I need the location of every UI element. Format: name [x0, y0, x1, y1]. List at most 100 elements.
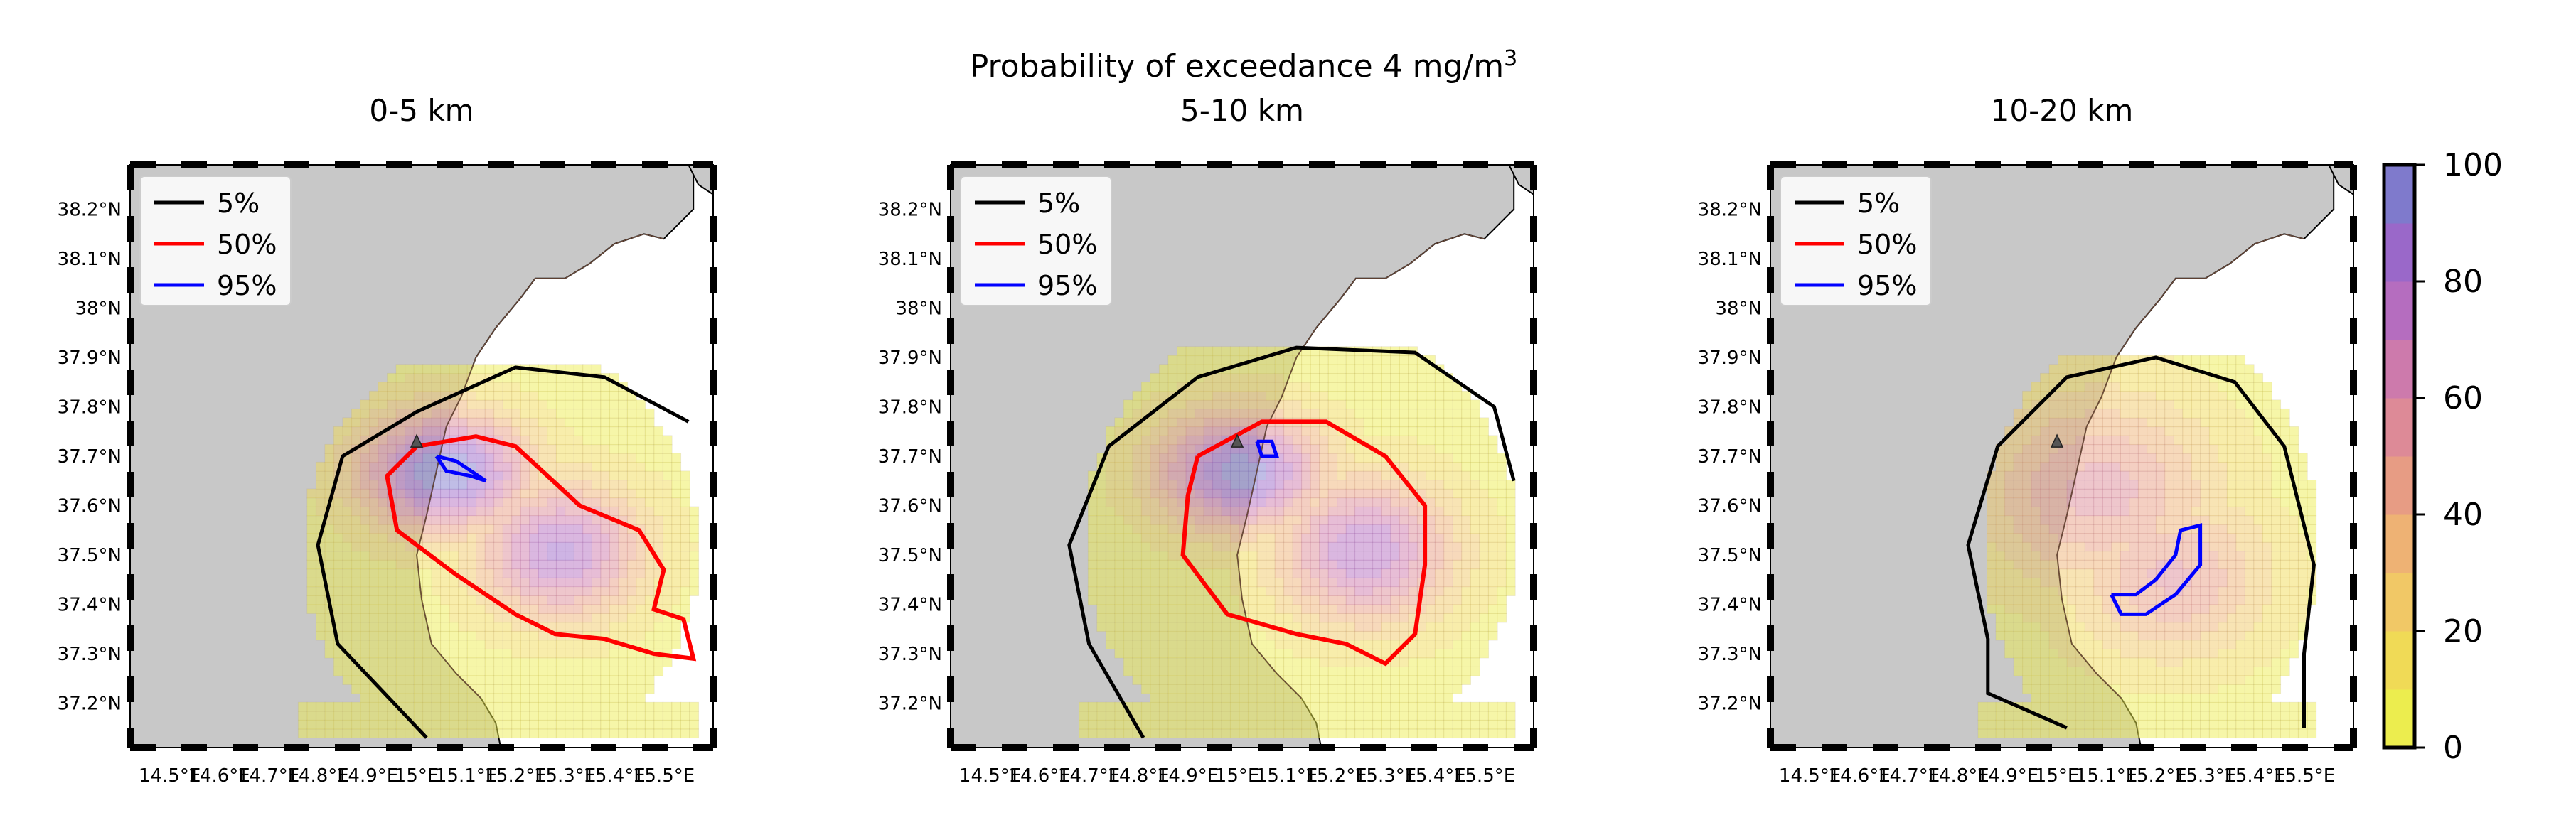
grid-cell	[573, 666, 584, 676]
grid-cell	[1140, 533, 1151, 543]
grid-cell	[1301, 595, 1311, 605]
grid-cell	[520, 408, 530, 419]
grid-cell	[2226, 675, 2237, 686]
grid-cell	[529, 417, 540, 428]
grid-cell	[431, 657, 442, 668]
grid-cell	[689, 551, 700, 561]
grid-cell	[502, 390, 513, 401]
grid-cell	[2137, 364, 2148, 374]
grid-cell	[2147, 453, 2157, 463]
grid-cell	[493, 515, 504, 525]
grid-cell	[351, 453, 361, 463]
grid-cell	[626, 728, 637, 739]
grid-cell	[2218, 648, 2228, 659]
grid-cell	[2200, 701, 2211, 712]
grid-cell	[1150, 568, 1160, 578]
grid-cell	[395, 559, 406, 570]
grid-cell	[2191, 622, 2201, 632]
grid-cell	[502, 728, 513, 739]
grid-cell	[1158, 443, 1169, 454]
grid-cell	[600, 657, 611, 668]
grid-cell	[2129, 382, 2139, 392]
grid-cell	[368, 622, 379, 632]
grid-cell	[511, 382, 522, 392]
grid-cell	[1239, 390, 1249, 401]
grid-cell	[449, 711, 459, 721]
grid-cell	[1487, 461, 1498, 472]
grid-cell	[2262, 630, 2272, 641]
grid-cell	[484, 577, 495, 588]
legend-label: 5%	[1037, 188, 1080, 219]
grid-cell	[2262, 470, 2272, 481]
grid-cell	[387, 666, 397, 676]
grid-cell	[1123, 399, 1133, 410]
grid-cell	[1105, 461, 1116, 472]
grid-cell	[1319, 551, 1329, 561]
grid-cell	[1434, 408, 1445, 419]
grid-cell	[1194, 684, 1204, 694]
grid-cell	[2102, 541, 2112, 552]
grid-cell	[2093, 630, 2104, 641]
grid-cell	[1274, 568, 1285, 578]
grid-cell	[2004, 728, 2014, 739]
grid-cell	[2102, 497, 2112, 507]
grid-cell	[395, 693, 406, 703]
grid-cell	[1176, 480, 1187, 490]
grid-cell	[609, 568, 619, 578]
grid-cell	[1327, 364, 1338, 374]
grid-cell	[431, 604, 442, 615]
grid-cell	[2013, 551, 2024, 561]
grid-cell	[1416, 728, 1427, 739]
grid-cell	[1105, 630, 1116, 641]
grid-cell	[644, 470, 655, 481]
grid-cell	[1986, 604, 1997, 615]
grid-cell	[1337, 470, 1347, 481]
grid-cell	[1452, 541, 1463, 552]
grid-cell	[1434, 488, 1445, 499]
grid-cell	[1266, 551, 1276, 561]
grid-cell	[1140, 488, 1151, 499]
grid-cell	[2057, 657, 2068, 668]
grid-cell	[1408, 666, 1418, 676]
grid-cell	[1167, 701, 1178, 712]
grid-cell	[1087, 515, 1098, 525]
grid-cell	[591, 577, 602, 588]
grid-cell	[360, 586, 370, 597]
grid-cell	[600, 666, 611, 676]
grid-cell	[1283, 551, 1293, 561]
grid-cell	[413, 711, 424, 721]
grid-cell	[565, 435, 575, 446]
grid-cell	[547, 372, 557, 383]
grid-cell	[520, 399, 530, 410]
grid-cell	[1408, 675, 1418, 686]
grid-cell	[600, 408, 611, 419]
grid-cell	[1443, 648, 1454, 659]
grid-cell	[1497, 541, 1507, 552]
grid-cell	[458, 399, 468, 410]
grid-cell	[1167, 648, 1178, 659]
grid-cell	[1212, 355, 1222, 365]
grid-cell	[2031, 533, 2041, 543]
grid-cell	[1416, 711, 1427, 721]
grid-cell	[440, 630, 450, 641]
grid-cell	[1292, 470, 1303, 481]
grid-cell	[565, 693, 575, 703]
grid-cell	[502, 515, 513, 525]
grid-cell	[2218, 586, 2228, 597]
grid-cell	[1194, 622, 1204, 632]
grid-cell	[351, 613, 361, 623]
grid-cell	[626, 461, 637, 472]
grid-cell	[2253, 711, 2264, 721]
grid-cell	[405, 577, 415, 588]
grid-cell	[1479, 559, 1490, 570]
grid-cell	[2048, 577, 2059, 588]
grid-cell	[511, 470, 522, 481]
grid-cell	[2200, 399, 2211, 410]
grid-cell	[2129, 648, 2139, 659]
grid-cell	[360, 728, 370, 739]
grid-cell	[573, 533, 584, 543]
grid-cell	[1995, 497, 2006, 507]
grid-cell	[1274, 461, 1285, 472]
grid-cell	[440, 364, 450, 374]
grid-cell	[2226, 586, 2237, 597]
